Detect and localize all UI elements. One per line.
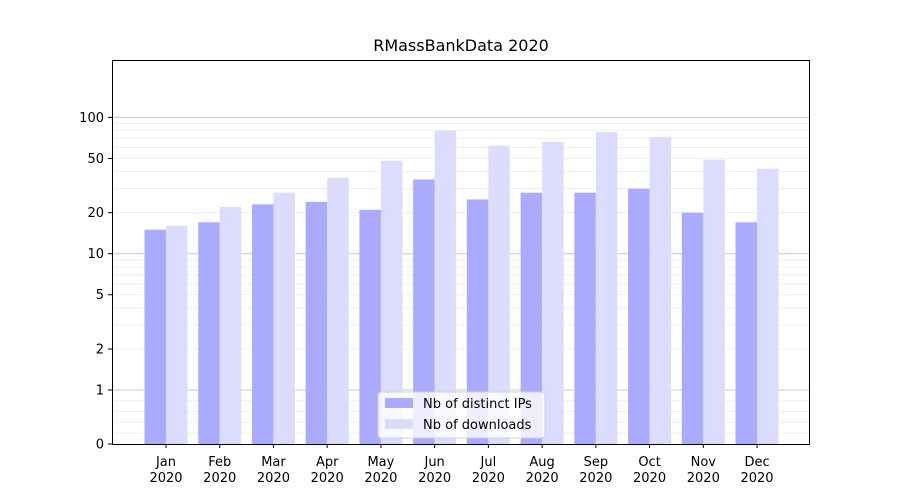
bar-distinct-ips — [305, 201, 328, 444]
x-tick-label: Aug — [529, 455, 554, 470]
legend: Nb of distinct IPs Nb of downloads — [377, 391, 546, 439]
x-tick-label: Dec — [744, 455, 769, 470]
legend-swatch — [385, 419, 413, 429]
bar-downloads — [434, 130, 457, 445]
x-tick-label: 2020 — [526, 471, 559, 486]
y-axis: 0 1 2 5 10 20 50 100 — [79, 111, 112, 453]
bar-distinct-ips — [681, 212, 704, 444]
bar-downloads — [649, 136, 672, 444]
y-tick-label: 2 — [96, 342, 104, 357]
y-tick-label: 1 — [96, 384, 104, 399]
x-tick-label: Oct — [638, 455, 660, 470]
bar-distinct-ips — [466, 199, 489, 444]
bar-distinct-ips — [198, 222, 220, 444]
bar-downloads — [327, 177, 349, 444]
y-tick-label: 100 — [79, 111, 104, 126]
legend-label: Nb of distinct IPs — [423, 397, 532, 412]
bar-distinct-ips — [413, 179, 435, 444]
y-tick-label: 50 — [87, 152, 104, 167]
x-tick-label: 2020 — [740, 471, 773, 486]
bar-distinct-ips — [628, 188, 650, 444]
x-tick-label: Mar — [261, 455, 286, 470]
bar-distinct-ips — [520, 192, 543, 444]
x-tick-label: 2020 — [311, 471, 344, 486]
bar-distinct-ips — [735, 222, 758, 444]
bar-downloads — [488, 145, 510, 444]
x-tick-label: 2020 — [472, 471, 505, 486]
bar-distinct-ips — [251, 204, 274, 444]
x-tick-label: Jun — [423, 455, 444, 470]
x-tick-label: Feb — [208, 455, 231, 470]
x-tick-label: Jan — [155, 455, 176, 470]
bars-layer — [144, 130, 779, 445]
y-tick-label: 0 — [96, 438, 104, 453]
x-tick-label: Sep — [584, 455, 609, 470]
bar-distinct-ips — [574, 192, 596, 444]
bar-downloads — [542, 141, 564, 444]
chart-title: RMassBankData 2020 — [373, 36, 549, 55]
x-tick-label: 2020 — [364, 471, 397, 486]
bar-downloads — [273, 192, 295, 444]
x-axis: Jan2020Feb2020Mar2020Apr2020May2020Jun20… — [149, 444, 774, 486]
legend-label: Nb of downloads — [423, 418, 532, 433]
bar-downloads — [219, 207, 242, 444]
bar-distinct-ips — [144, 229, 166, 444]
bar-downloads — [380, 160, 403, 445]
plot-frame — [112, 60, 810, 445]
x-tick-label: 2020 — [633, 471, 666, 486]
bar-downloads — [703, 159, 725, 444]
x-tick-label: Apr — [316, 455, 339, 470]
bar-downloads — [757, 168, 779, 444]
x-tick-label: 2020 — [687, 471, 720, 486]
bar-downloads — [166, 225, 188, 444]
x-tick-label: 2020 — [149, 471, 182, 486]
y-tick-label: 10 — [87, 247, 104, 262]
x-tick-label: 2020 — [203, 471, 236, 486]
y-tick-label: 20 — [87, 206, 104, 221]
legend-swatch — [385, 398, 413, 408]
x-tick-label: May — [367, 455, 394, 470]
bar-downloads — [595, 132, 618, 445]
y-tick-label: 5 — [96, 288, 104, 303]
legend-box — [377, 391, 546, 439]
x-tick-label: Nov — [691, 455, 717, 470]
x-tick-label: 2020 — [257, 471, 290, 486]
x-tick-label: 2020 — [418, 471, 451, 486]
x-tick-label: Jul — [480, 455, 497, 470]
x-tick-label: 2020 — [579, 471, 612, 486]
bar-distinct-ips — [359, 209, 381, 444]
